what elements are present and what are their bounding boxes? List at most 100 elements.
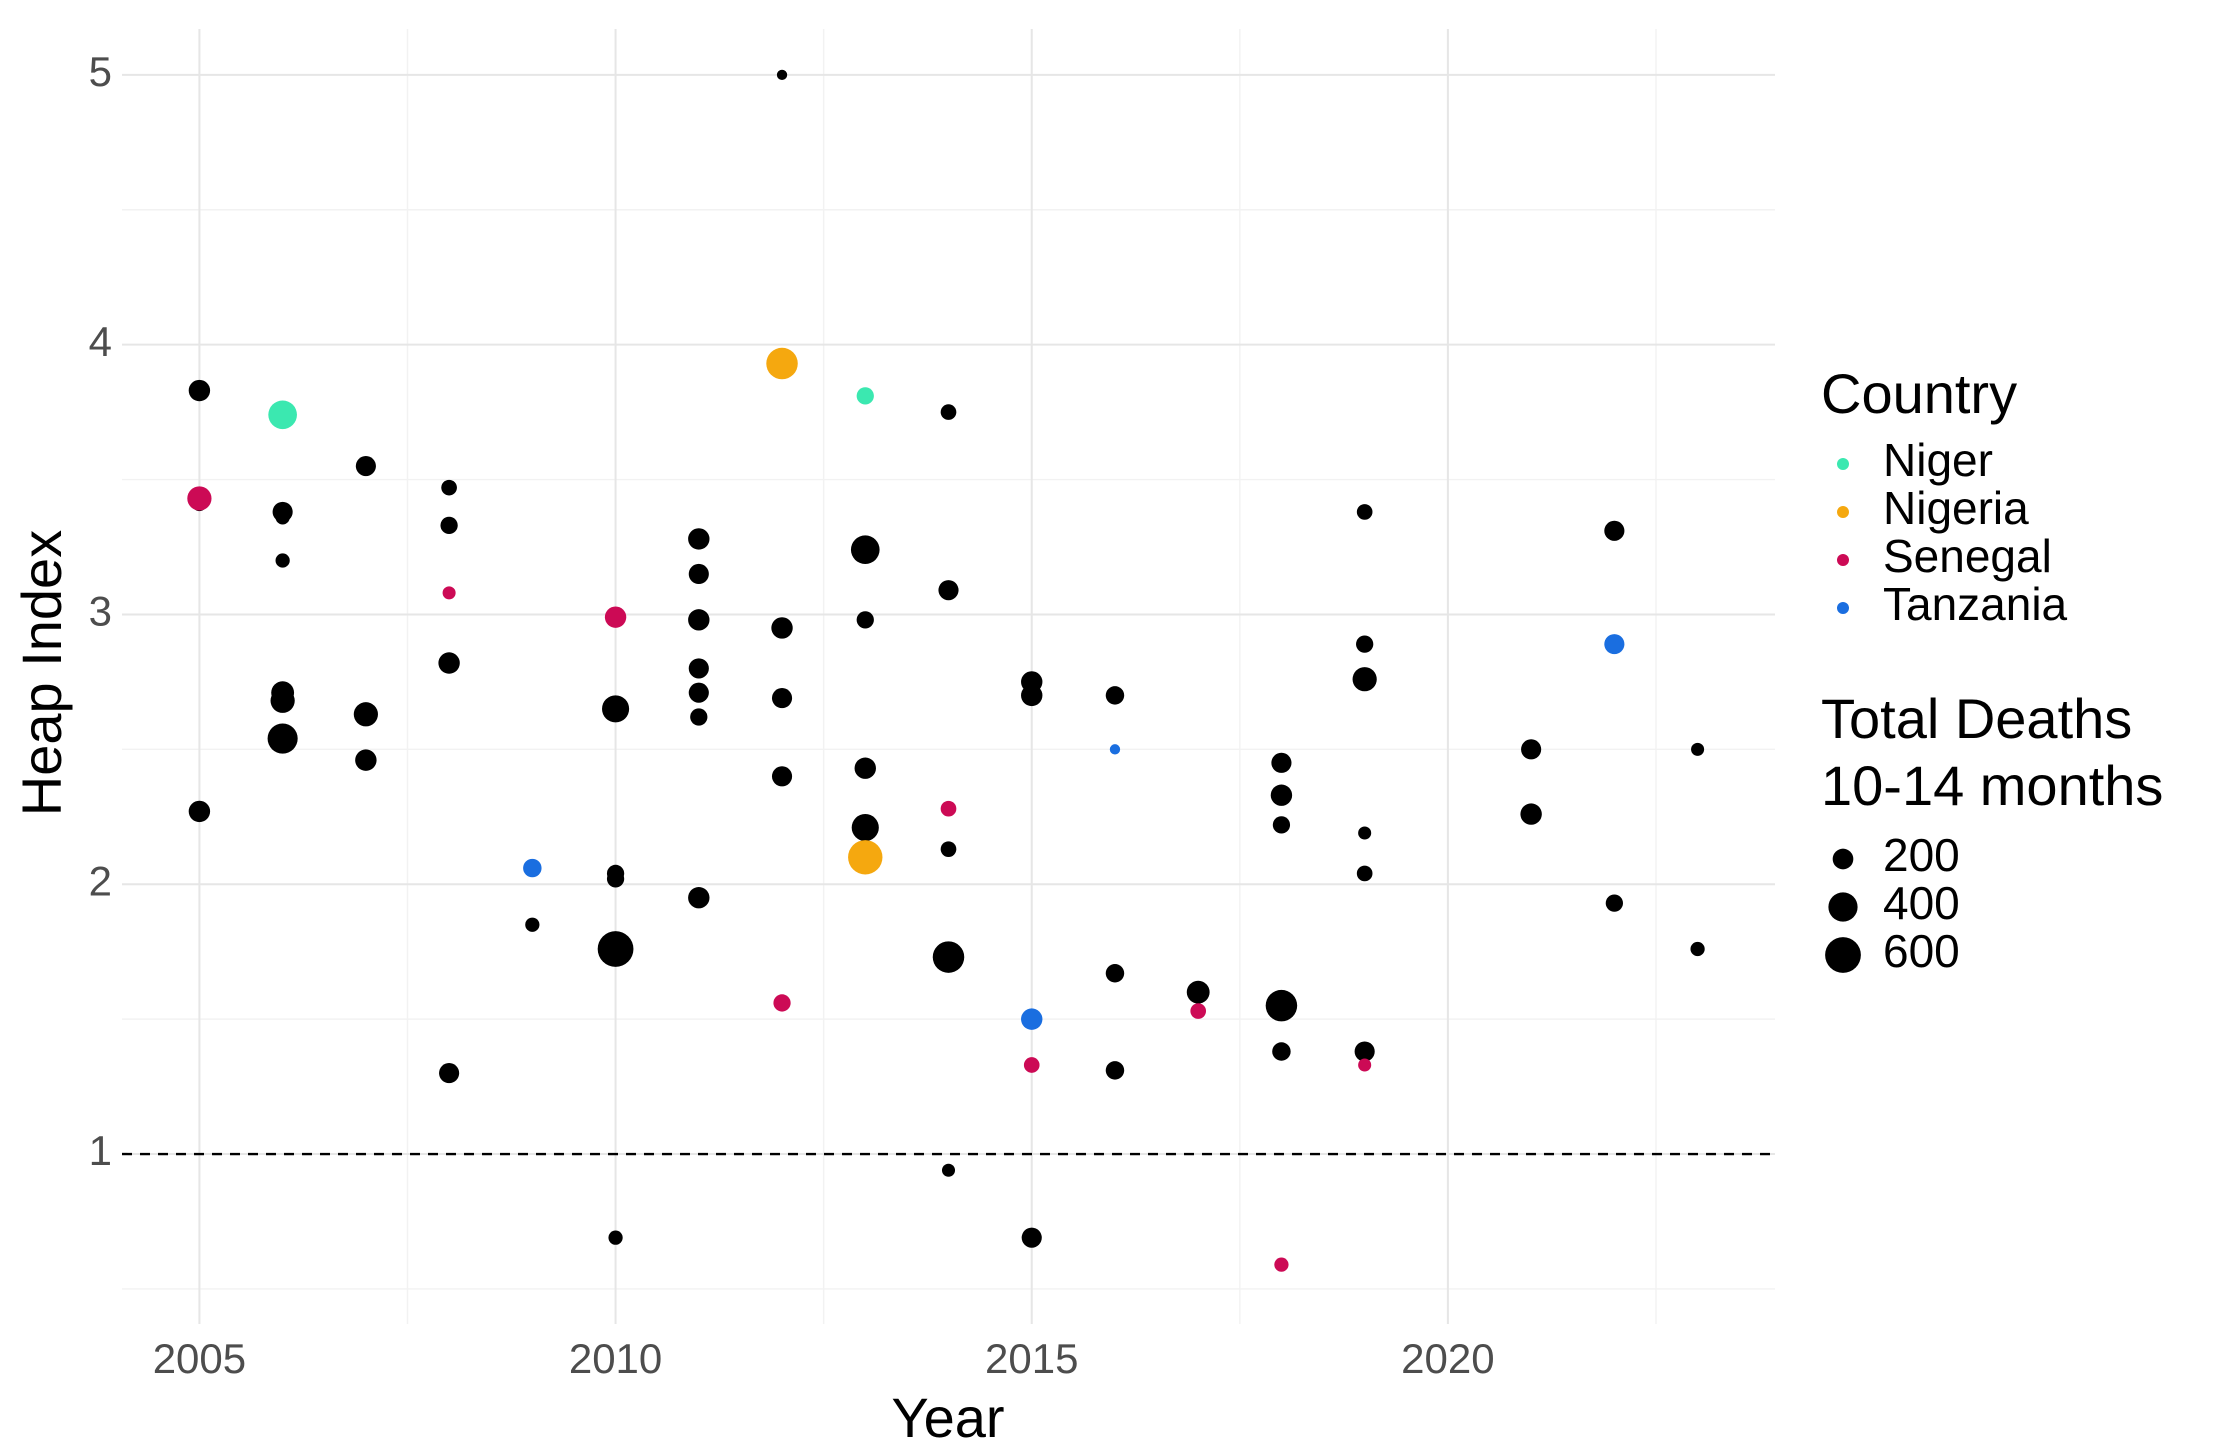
point — [1691, 742, 1705, 756]
point — [523, 858, 542, 878]
point — [848, 840, 883, 875]
point — [856, 387, 874, 405]
legend-label: Nigeria — [1883, 482, 2029, 534]
point — [353, 702, 378, 727]
point — [187, 486, 212, 511]
point — [1109, 744, 1121, 755]
point — [441, 479, 457, 496]
point — [1604, 634, 1625, 655]
legend-label: Niger — [1883, 434, 1993, 486]
point — [1354, 1041, 1375, 1062]
point — [268, 400, 297, 430]
point — [932, 941, 965, 973]
point — [275, 510, 290, 525]
point — [1521, 739, 1542, 760]
point — [267, 723, 298, 754]
point — [270, 688, 295, 713]
point — [766, 347, 798, 380]
size-legend-marker — [1832, 848, 1854, 870]
point — [355, 749, 377, 771]
point — [188, 800, 211, 823]
point — [442, 586, 456, 600]
y-tick-label: 2 — [89, 857, 112, 904]
point — [940, 404, 957, 420]
point — [688, 658, 709, 679]
point — [1358, 1058, 1372, 1072]
x-axis-title: Year — [891, 1386, 1004, 1449]
size-legend-marker — [1828, 892, 1858, 922]
size-legend-title: Total Deaths — [1821, 687, 2132, 750]
point — [940, 841, 957, 857]
x-tick-label: 2005 — [153, 1335, 246, 1382]
legend-marker — [1837, 602, 1849, 614]
point — [604, 606, 627, 628]
point — [940, 800, 957, 817]
point — [1272, 1042, 1291, 1061]
point — [1356, 865, 1373, 882]
legend-label: Senegal — [1883, 530, 2052, 582]
y-tick-label: 1 — [89, 1127, 112, 1174]
point — [275, 553, 290, 568]
size-legend-label: 200 — [1883, 829, 1960, 881]
point — [597, 931, 634, 967]
point — [856, 611, 874, 629]
point — [1105, 1061, 1125, 1080]
point — [1023, 1057, 1040, 1073]
x-tick-label: 2010 — [569, 1335, 662, 1382]
point — [1690, 941, 1705, 957]
point — [1105, 964, 1125, 983]
point — [1105, 686, 1125, 705]
point — [690, 708, 708, 726]
point — [602, 695, 630, 723]
point — [771, 688, 793, 709]
legend-marker — [1837, 506, 1849, 518]
point — [850, 535, 880, 565]
point — [688, 609, 710, 631]
point — [1272, 816, 1291, 834]
size-legend-marker — [1825, 937, 1861, 973]
legend-title: Country — [1821, 362, 2017, 425]
point — [1520, 803, 1542, 825]
point — [771, 617, 793, 639]
y-tick-label: 4 — [89, 318, 112, 365]
point — [938, 580, 959, 601]
point — [1356, 635, 1374, 653]
point — [1358, 826, 1372, 840]
size-legend-title: 10-14 months — [1821, 754, 2163, 817]
point — [1270, 784, 1293, 806]
x-tick-label: 2020 — [1401, 1335, 1494, 1382]
point — [1186, 980, 1210, 1004]
y-tick-label: 3 — [89, 588, 112, 635]
y-tick-label: 5 — [89, 48, 112, 95]
point — [606, 870, 625, 888]
point — [776, 69, 788, 81]
point — [440, 516, 458, 535]
point — [525, 917, 540, 932]
legend-marker — [1837, 554, 1849, 566]
point — [1021, 1008, 1043, 1030]
legend-marker — [1837, 458, 1849, 470]
legend-label: Tanzania — [1883, 578, 2068, 630]
y-axis-title: Heap Index — [10, 530, 73, 816]
point — [941, 1163, 956, 1177]
size-legend-label: 600 — [1883, 925, 1960, 977]
point — [439, 1063, 460, 1084]
point — [1271, 752, 1292, 773]
point — [1021, 1227, 1042, 1248]
point — [688, 887, 710, 909]
point — [771, 766, 793, 787]
point — [1274, 1257, 1289, 1272]
point — [1265, 989, 1298, 1022]
point — [355, 456, 376, 477]
point — [851, 814, 879, 842]
point — [1021, 684, 1043, 707]
point — [1352, 667, 1377, 692]
point — [688, 563, 709, 585]
x-tick-label: 2015 — [985, 1335, 1078, 1382]
point — [773, 994, 791, 1012]
point — [1356, 504, 1373, 520]
point — [1604, 520, 1625, 541]
point — [688, 682, 709, 703]
